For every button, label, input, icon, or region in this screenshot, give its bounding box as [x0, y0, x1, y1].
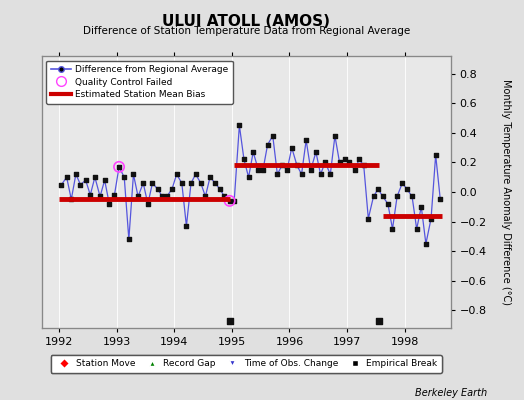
Point	[278, 162, 286, 168]
Legend: Station Move, Record Gap, Time of Obs. Change, Empirical Break: Station Move, Record Gap, Time of Obs. C…	[51, 355, 442, 373]
Point	[139, 180, 147, 186]
Point	[230, 198, 238, 204]
Point	[110, 192, 118, 198]
Point	[369, 193, 378, 200]
Point	[101, 177, 109, 183]
Point	[154, 186, 162, 192]
Point	[172, 171, 181, 178]
Point	[120, 174, 128, 180]
Point	[182, 223, 191, 229]
Point	[264, 142, 272, 148]
Point	[427, 216, 435, 222]
Point	[345, 159, 354, 166]
Point	[187, 180, 195, 186]
Point	[201, 193, 210, 200]
Point	[206, 174, 214, 180]
Point	[191, 171, 200, 178]
Point	[283, 167, 291, 173]
Point	[129, 171, 138, 178]
Point	[86, 192, 94, 198]
Point	[225, 198, 234, 204]
Point	[388, 226, 397, 232]
Point	[115, 164, 123, 170]
Point	[240, 156, 248, 163]
Point	[249, 149, 257, 155]
Point	[57, 182, 66, 188]
Point	[341, 156, 349, 163]
Point	[326, 171, 334, 178]
Point	[375, 318, 383, 324]
Point	[91, 174, 99, 180]
Point	[384, 201, 392, 207]
Point	[321, 159, 330, 166]
Point	[134, 193, 142, 200]
Point	[331, 133, 339, 139]
Point	[215, 186, 224, 192]
Point	[431, 152, 440, 158]
Point	[297, 171, 305, 178]
Point	[293, 162, 301, 168]
Point	[67, 196, 75, 202]
Text: ULUI ATOLL (AMOS): ULUI ATOLL (AMOS)	[162, 14, 330, 29]
Point	[96, 193, 104, 200]
Point	[417, 204, 425, 210]
Point	[398, 180, 407, 186]
Point	[81, 177, 90, 183]
Point	[144, 201, 152, 207]
Point	[168, 186, 176, 192]
Point	[162, 193, 171, 200]
Point	[364, 216, 373, 222]
Text: Difference of Station Temperature Data from Regional Average: Difference of Station Temperature Data f…	[83, 26, 410, 36]
Point	[335, 159, 344, 166]
Point	[125, 236, 133, 242]
Point	[359, 162, 368, 168]
Point	[302, 137, 310, 144]
Point	[211, 180, 220, 186]
Text: Berkeley Earth: Berkeley Earth	[415, 388, 487, 398]
Point	[105, 201, 114, 207]
Point	[316, 171, 325, 178]
Point	[225, 198, 234, 204]
Point	[307, 167, 315, 173]
Point	[72, 171, 80, 178]
Point	[288, 144, 296, 151]
Point	[273, 171, 281, 178]
Point	[436, 196, 444, 202]
Point	[412, 226, 421, 232]
Point	[244, 174, 253, 180]
Point	[422, 240, 430, 247]
Point	[235, 122, 244, 129]
Point	[115, 164, 123, 170]
Point	[254, 167, 263, 173]
Point	[312, 149, 320, 155]
Point	[374, 186, 383, 192]
Point	[408, 193, 416, 200]
Point	[259, 167, 267, 173]
Point	[220, 193, 228, 200]
Point	[226, 318, 234, 324]
Y-axis label: Monthly Temperature Anomaly Difference (°C): Monthly Temperature Anomaly Difference (…	[500, 79, 511, 305]
Point	[148, 180, 157, 186]
Point	[269, 133, 277, 139]
Point	[77, 182, 85, 188]
Point	[178, 180, 186, 186]
Legend: Difference from Regional Average, Quality Control Failed, Estimated Station Mean: Difference from Regional Average, Qualit…	[47, 60, 233, 104]
Point	[355, 156, 363, 163]
Point	[196, 180, 205, 186]
Point	[158, 193, 167, 200]
Point	[403, 186, 411, 192]
Point	[62, 174, 71, 180]
Point	[393, 193, 401, 200]
Point	[351, 167, 359, 173]
Point	[378, 193, 387, 200]
